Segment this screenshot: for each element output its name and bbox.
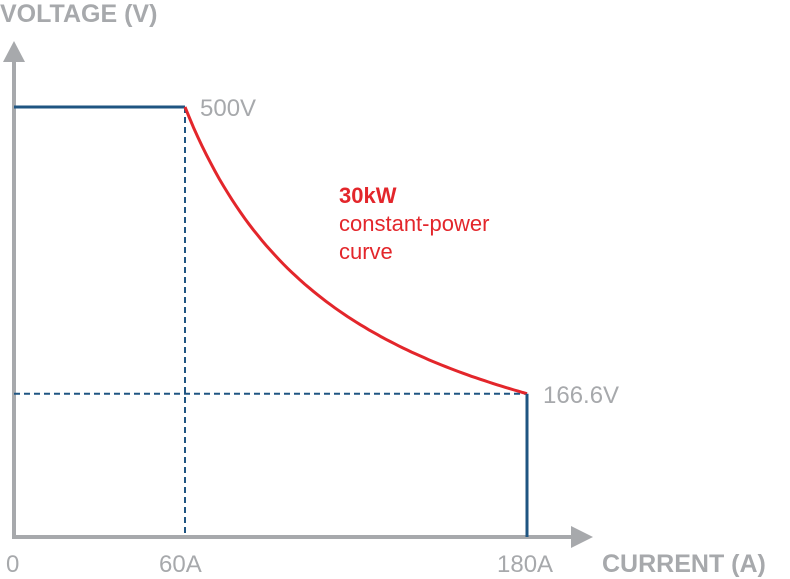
x-tick-0: 0 (6, 551, 19, 578)
x-axis-title: CURRENT (A) (602, 550, 766, 578)
y-axis-arrow-icon (3, 41, 25, 62)
label-500v: 500V (200, 95, 256, 122)
label-166v: 166.6V (543, 382, 619, 409)
series-constant-power (183, 106, 528, 396)
x-axis-arrow-icon (571, 526, 593, 548)
x-tick-180: 180A (497, 551, 553, 578)
annotation-line2: curve (339, 239, 393, 264)
annotation-power: 30kW (339, 183, 397, 208)
x-tick-60: 60A (159, 551, 202, 578)
annotation-line1: constant-power (339, 211, 489, 236)
y-axis-title: VOLTAGE (V) (0, 0, 157, 28)
